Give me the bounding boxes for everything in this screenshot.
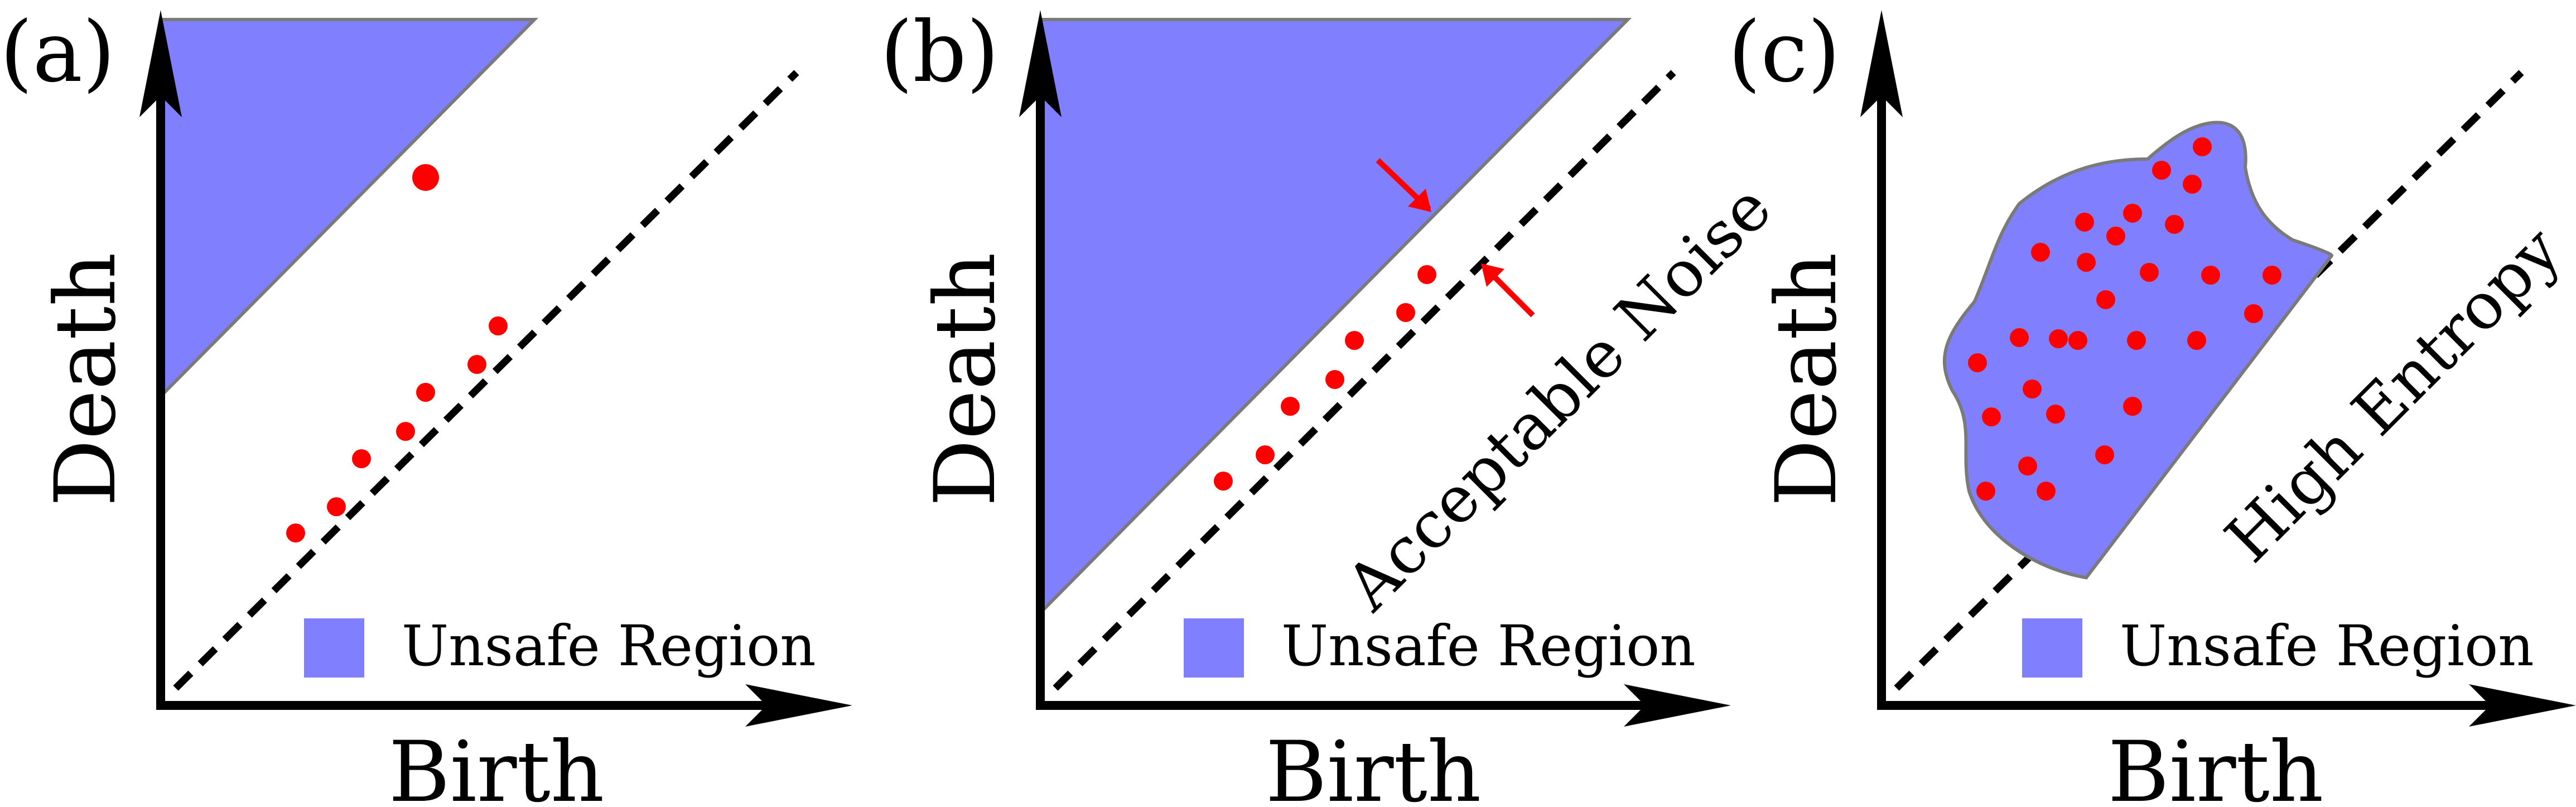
point	[412, 164, 439, 191]
x-axis-arrowhead	[2469, 684, 2576, 727]
point	[2244, 304, 2263, 323]
persistence-points	[286, 164, 508, 542]
point	[1968, 353, 1987, 372]
point	[489, 316, 508, 335]
panel-a: Unsafe Region (a) Birth Death	[0, 4, 852, 807]
point	[2140, 263, 2159, 282]
persistence-points	[1214, 265, 1436, 491]
x-axis-label: Birth	[2108, 724, 2324, 807]
point	[1396, 303, 1415, 322]
point	[1417, 265, 1436, 284]
point	[1214, 472, 1233, 491]
legend-label: Unsafe Region	[1281, 613, 1696, 679]
point	[2049, 329, 2068, 348]
point	[286, 523, 305, 542]
x-axis-label: Birth	[389, 724, 605, 807]
point	[2123, 397, 2142, 416]
point	[2123, 204, 2142, 223]
point	[2201, 266, 2220, 285]
arrowhead	[1408, 189, 1431, 212]
point	[2183, 175, 2202, 194]
panel-label: (c)	[1728, 4, 1840, 101]
point	[2037, 482, 2056, 501]
point	[2187, 331, 2206, 350]
persistence-points	[1968, 137, 2281, 501]
point	[2096, 290, 2115, 309]
point	[2023, 380, 2042, 398]
point	[2010, 328, 2029, 347]
diagonal-line	[173, 70, 799, 691]
point	[1982, 407, 2001, 426]
point	[2127, 331, 2146, 350]
point	[416, 383, 435, 402]
point	[1256, 445, 1275, 464]
y-axis-label: Death	[37, 252, 134, 506]
point	[352, 449, 371, 468]
y-axis-label: Death	[1758, 252, 1855, 506]
point	[1325, 370, 1344, 389]
legend-swatch	[304, 618, 364, 678]
panel-b: Acceptable Noise Unsafe Region (b) Birth…	[880, 4, 1786, 807]
point	[2018, 457, 2037, 475]
legend-label: Unsafe Region	[402, 613, 816, 679]
y-axis-label: Death	[917, 252, 1014, 506]
point	[327, 497, 346, 516]
diagonal-line	[1053, 70, 1676, 691]
point	[2106, 227, 2125, 246]
panel-label: (b)	[880, 4, 999, 101]
arrowhead	[1481, 263, 1504, 287]
point	[467, 355, 486, 374]
point	[2263, 266, 2281, 285]
x-axis-arrowhead	[1624, 684, 1731, 727]
point	[396, 422, 415, 441]
x-axis-label: Birth	[1266, 724, 1482, 807]
point	[2193, 137, 2212, 156]
point	[1345, 331, 1364, 350]
point	[2075, 213, 2094, 232]
point	[2068, 331, 2087, 350]
noise-arrowheads	[1408, 189, 1504, 287]
y-axis-arrowhead	[139, 10, 182, 117]
point	[2095, 445, 2114, 464]
y-axis-arrowhead	[1019, 10, 1062, 117]
high-entropy-region	[1943, 121, 2334, 580]
legend-label: Unsafe Region	[2120, 613, 2534, 679]
y-axis-arrowhead	[1860, 10, 1903, 117]
legend-swatch	[1184, 618, 1244, 678]
unsafe-region	[159, 18, 539, 401]
point	[2152, 161, 2171, 180]
point	[2077, 253, 2096, 272]
legend-swatch	[2022, 618, 2082, 678]
panel-label: (a)	[0, 4, 115, 101]
x-axis-arrowhead	[745, 684, 852, 727]
point	[2031, 243, 2050, 262]
point	[1281, 397, 1300, 416]
point	[2046, 405, 2065, 424]
diagonal-line	[1894, 70, 2524, 691]
point	[1976, 482, 1995, 501]
unsafe-region	[1039, 18, 1632, 617]
panel-c: High Entropy Unsafe Region (c) Birth Dea…	[1728, 4, 2576, 807]
point	[2165, 215, 2184, 234]
